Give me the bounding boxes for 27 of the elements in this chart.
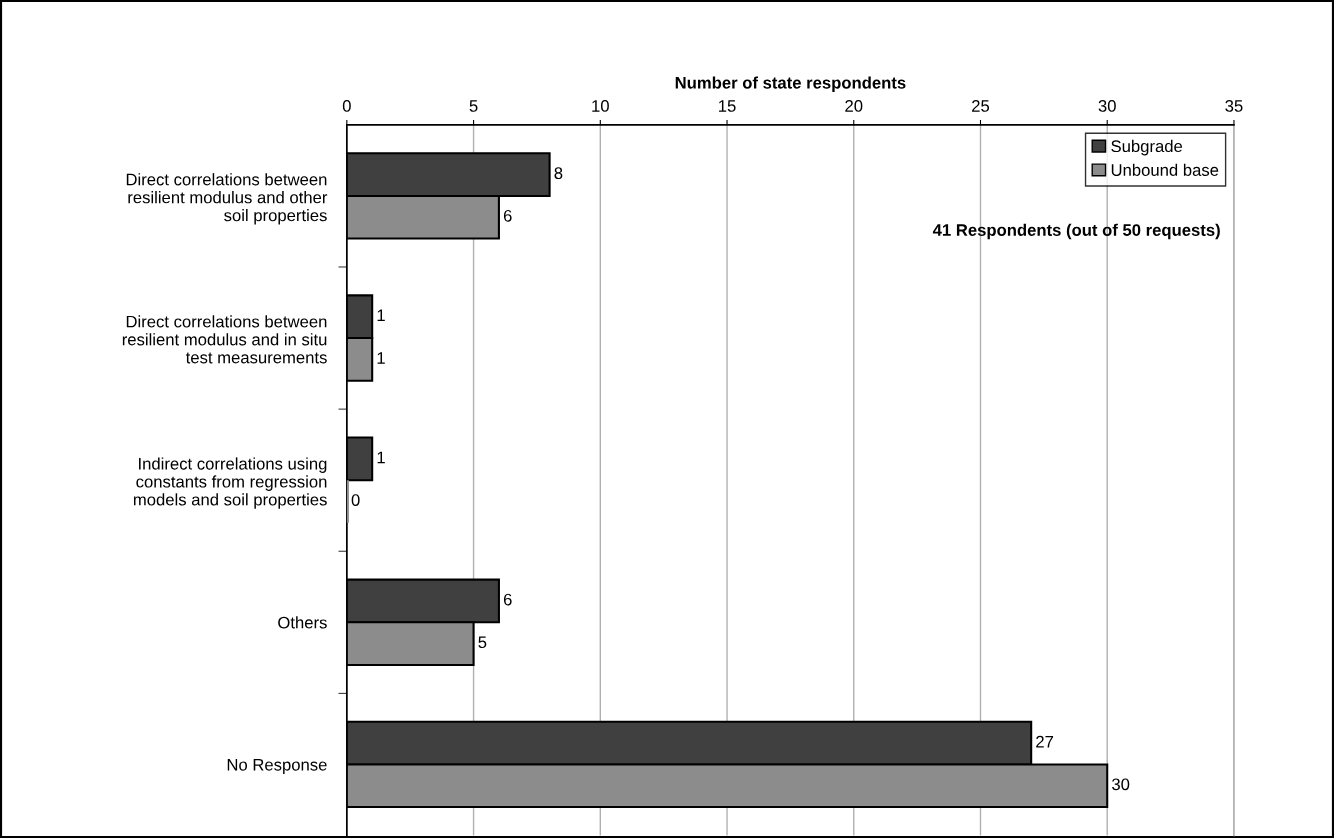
y-tick-label: Indirect correlations using constants from regression models and soil properties — [133, 457, 327, 509]
data-label: 1 — [377, 352, 385, 364]
x-tick-label: 35 — [1225, 100, 1243, 112]
data-label: 0 — [351, 494, 360, 506]
y-tick-label: Direct correlations between resilient modulus and in situ test measurements — [122, 315, 327, 364]
x-tick-label: 15 — [719, 100, 736, 112]
x-tick-label: 5 — [469, 100, 478, 112]
x-tick-label: 30 — [1098, 100, 1116, 112]
data-label: 27 — [1036, 735, 1054, 748]
legend-label: Subgrade — [1111, 139, 1183, 156]
y-tick-label: Direct correlations between resilient modulus and other soil properties — [126, 173, 328, 225]
data-label: 5 — [478, 636, 487, 649]
data-label: 8 — [554, 167, 563, 180]
y-tick-label: No Response — [227, 759, 327, 774]
annotation: 41 Respondents (out of 50 requests) — [932, 223, 1220, 240]
data-label: 1 — [377, 451, 385, 464]
data-label: 6 — [503, 593, 512, 606]
data-label: 1 — [377, 309, 385, 322]
legend-label: Unbound base — [1111, 163, 1219, 176]
data-label: 30 — [1112, 778, 1130, 791]
y-tick-label: Others — [278, 616, 327, 629]
x-tick-label: 0 — [342, 100, 351, 112]
x-axis-title: Number of state respondents — [675, 76, 906, 92]
x-tick-label: 10 — [592, 100, 609, 112]
data-label: 6 — [503, 209, 512, 222]
x-tick-label: 20 — [845, 100, 863, 112]
x-tick-label: 25 — [972, 100, 990, 112]
